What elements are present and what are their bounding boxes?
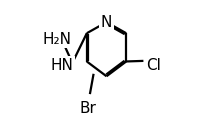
Text: Cl: Cl [146,58,161,73]
Text: N: N [101,15,112,30]
Text: Br: Br [80,101,96,116]
Text: H₂N: H₂N [43,32,72,47]
Text: HN: HN [51,58,74,73]
